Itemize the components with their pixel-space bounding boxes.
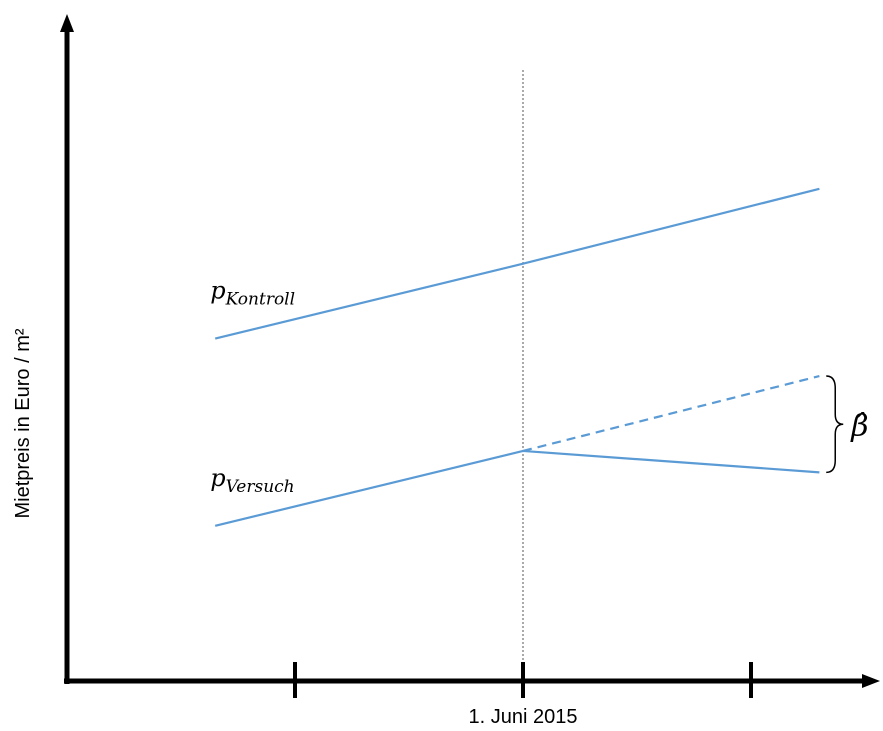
y-axis-label: Mietpreis in Euro / m²: [12, 328, 34, 518]
series-line-counterfactual: [522, 374, 820, 453]
y-axis-arrow: [60, 14, 74, 32]
series-group: [214, 187, 820, 527]
beta-hat-label: β̂: [850, 409, 868, 444]
x-axis-arrow: [862, 674, 880, 688]
series-label-versuch: pVersuch: [210, 464, 294, 497]
x-tick-label: 1. Juni 2015: [469, 706, 578, 728]
axes: 1. Juni 2015 Mietpreis in Euro / m²: [12, 14, 880, 728]
labels-group: pKontroll pVersuch β̂: [210, 277, 868, 497]
series-label-kontroll: pKontroll: [210, 277, 295, 310]
series-line-versuch: [214, 449, 820, 527]
series-line-kontroll: [214, 187, 820, 340]
brace: [826, 375, 844, 474]
